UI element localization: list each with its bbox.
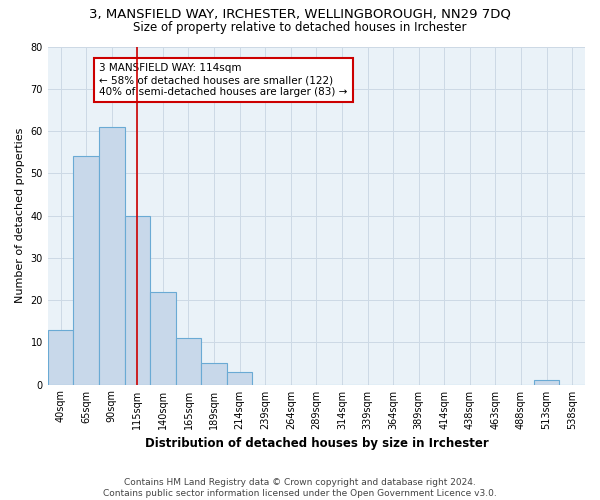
Text: 3, MANSFIELD WAY, IRCHESTER, WELLINGBOROUGH, NN29 7DQ: 3, MANSFIELD WAY, IRCHESTER, WELLINGBORO… [89, 8, 511, 20]
Bar [176, 338, 201, 384]
Bar [201, 364, 227, 384]
Text: Contains HM Land Registry data © Crown copyright and database right 2024.
Contai: Contains HM Land Registry data © Crown c… [103, 478, 497, 498]
Y-axis label: Number of detached properties: Number of detached properties [15, 128, 25, 303]
Bar [99, 127, 125, 384]
Bar [227, 372, 253, 384]
Bar [73, 156, 99, 384]
Bar [125, 216, 150, 384]
Bar [48, 330, 73, 384]
Bar [534, 380, 559, 384]
X-axis label: Distribution of detached houses by size in Irchester: Distribution of detached houses by size … [145, 437, 488, 450]
Text: 3 MANSFIELD WAY: 114sqm
← 58% of detached houses are smaller (122)
40% of semi-d: 3 MANSFIELD WAY: 114sqm ← 58% of detache… [99, 64, 347, 96]
Bar [150, 292, 176, 384]
Text: Size of property relative to detached houses in Irchester: Size of property relative to detached ho… [133, 21, 467, 34]
